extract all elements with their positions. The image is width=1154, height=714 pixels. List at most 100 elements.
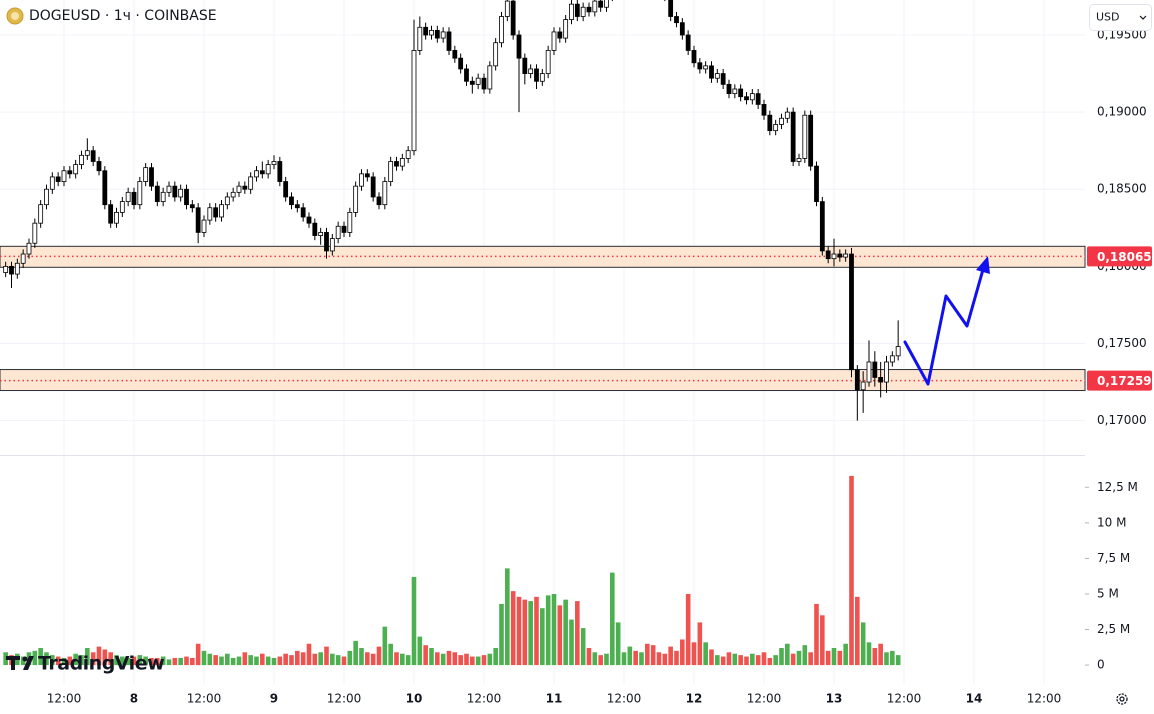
volume-bar — [260, 653, 265, 666]
candle-body — [889, 355, 895, 363]
candle-body — [230, 191, 236, 198]
volume-bar — [20, 656, 26, 666]
candle-body — [236, 185, 242, 193]
gear-inner[interactable] — [1119, 696, 1125, 702]
candle-body — [539, 73, 545, 82]
candle-body — [469, 80, 475, 85]
candle-body — [551, 31, 557, 51]
y-tick-label: 0,19500 — [1097, 28, 1147, 42]
volume-bar — [312, 653, 318, 666]
volume-bar — [662, 653, 668, 666]
candle-body — [475, 77, 481, 85]
volume-bar — [341, 656, 347, 666]
candle-body — [458, 57, 464, 70]
x-tick-label: 14 — [966, 692, 983, 706]
volume-bar — [709, 649, 714, 666]
volume-bar — [3, 652, 8, 666]
candle-body — [259, 170, 265, 175]
currency-box[interactable] — [1089, 4, 1152, 31]
volume-bar — [149, 657, 154, 666]
volume-bar — [207, 653, 213, 666]
settings-icon[interactable] — [1116, 693, 1128, 705]
candle-body — [294, 204, 300, 209]
candle-body — [825, 250, 831, 260]
volume-bar — [773, 655, 778, 666]
volume-bar — [38, 648, 43, 666]
volume-bar — [720, 656, 726, 666]
candle-body — [178, 188, 184, 198]
volume-bar — [289, 655, 294, 666]
volume-bar — [674, 650, 679, 666]
candle-body — [318, 232, 324, 236]
volume-bar — [837, 650, 843, 666]
volume-bar — [184, 656, 189, 666]
candle-body — [679, 22, 685, 36]
candle-body — [376, 196, 382, 206]
candle-body — [79, 154, 84, 165]
volume-bar — [376, 646, 382, 666]
candle-body — [779, 117, 784, 125]
currency-label[interactable]: USD — [1096, 11, 1120, 24]
volume-tick-label: 12,5 M — [1097, 480, 1138, 494]
candle-body — [114, 211, 119, 224]
candle-body — [516, 34, 522, 59]
volume-bar — [411, 576, 417, 666]
volume-bar — [61, 657, 67, 666]
volume-bar — [248, 655, 253, 666]
candle-body — [184, 188, 189, 206]
candle-body — [569, 3, 574, 20]
forecast-arrow — [903, 256, 990, 386]
volume-bar — [79, 655, 84, 666]
symbol-icon-inner — [11, 12, 19, 20]
volume-bar — [510, 591, 516, 666]
x-tick-label: 12:00 — [327, 692, 362, 706]
volume-bar — [802, 645, 808, 666]
volume-bar — [860, 622, 866, 666]
y-tick-label: 0,17000 — [1097, 413, 1147, 427]
volume-bar — [330, 653, 335, 666]
candle-body — [306, 216, 312, 224]
volume-bar — [580, 628, 586, 666]
volume-bar — [569, 619, 574, 666]
currency-chevron[interactable] — [1139, 15, 1147, 20]
volume-bar — [306, 643, 312, 666]
y-tick-label: 0,18500 — [1097, 182, 1147, 196]
grid — [0, 0, 1085, 685]
candle-body — [802, 114, 808, 159]
level-price-box — [1087, 370, 1152, 391]
volume-bar — [300, 652, 306, 666]
candle-body — [119, 201, 125, 213]
level-price-box — [1087, 246, 1152, 267]
candle-body — [394, 161, 399, 167]
volume-bar — [201, 650, 207, 666]
volume-bar — [849, 475, 854, 666]
currency-select[interactable]: USD — [1089, 4, 1152, 31]
candle-body — [38, 204, 44, 224]
candle-body — [172, 185, 178, 198]
candle-body — [312, 222, 318, 236]
volume-bar — [55, 656, 61, 666]
volume-bar — [458, 655, 463, 666]
candle-body — [586, 6, 592, 13]
x-tick-label: 12:00 — [467, 692, 502, 706]
candle-body — [685, 34, 691, 51]
candle-body — [364, 173, 370, 178]
level-price-label: 0,18065 — [1097, 250, 1152, 264]
level-price-label: 0,17259 — [1097, 374, 1152, 388]
candle-body — [137, 181, 143, 206]
volume-bar — [767, 657, 773, 666]
candle-body — [341, 225, 347, 233]
volume-bar — [125, 657, 131, 666]
volume-bar — [505, 568, 510, 666]
candle-body — [219, 204, 224, 218]
x-tick-label: 12:00 — [187, 692, 222, 706]
candle-body — [370, 176, 376, 198]
volume-bar — [703, 642, 708, 666]
candle-body — [335, 225, 341, 240]
gear-outer[interactable] — [1116, 693, 1128, 705]
candle-body — [26, 242, 32, 255]
candle-body — [195, 207, 201, 233]
volume-bar — [90, 652, 96, 666]
candle-body — [866, 361, 872, 383]
candle-body — [522, 57, 528, 74]
